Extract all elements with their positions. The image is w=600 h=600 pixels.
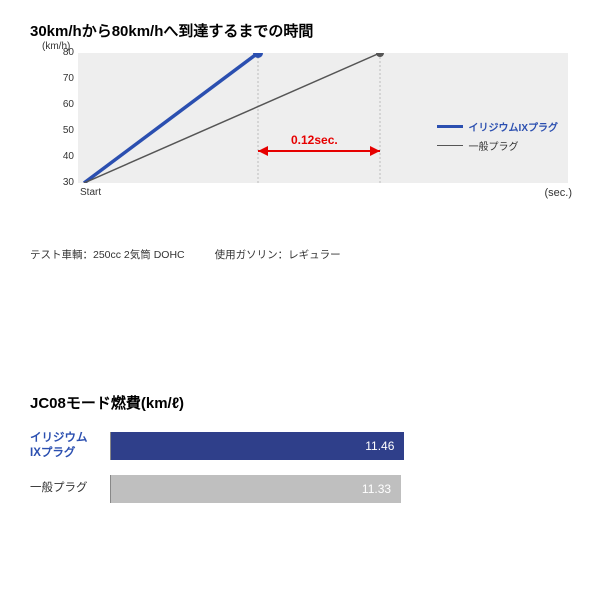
bar-row: 一般プラグ11.33 [30, 475, 570, 503]
bar-label: 一般プラグ [30, 481, 110, 496]
start-label: Start [80, 187, 101, 198]
legend-item: イリジウムIXプラグ [437, 119, 558, 134]
y-tick: 50 [50, 125, 74, 136]
footnote-item: 使用ガソリン：レギュラー [215, 249, 341, 261]
bar-row: イリジウムIXプラグ11.46 [30, 431, 570, 461]
gap-annotation: 0.12sec. [291, 133, 338, 147]
bar-track: 11.33 [110, 475, 430, 503]
footnote-item: テスト車輌：250cc 2気筒 DOHC [30, 249, 185, 261]
bar: 11.33 [111, 475, 401, 503]
y-tick: 80 [50, 47, 74, 58]
bar-label: イリジウムIXプラグ [30, 431, 110, 461]
legend-label: 一般プラグ [469, 138, 519, 153]
chart1-svg [78, 53, 568, 183]
bar: 11.46 [111, 432, 404, 460]
chart1-title: 30km/hから80km/hへ到達するまでの時間 [30, 20, 570, 41]
legend-item: 一般プラグ [437, 138, 558, 153]
chart2-title: JC08モード燃費(km/ℓ) [30, 392, 570, 413]
chart1-legend: イリジウムIXプラグ一般プラグ [437, 119, 558, 157]
legend-label: イリジウムIXプラグ [469, 119, 558, 134]
y-tick: 30 [50, 177, 74, 188]
chart1-footnote: テスト車輌：250cc 2気筒 DOHC 使用ガソリン：レギュラー [30, 247, 570, 262]
y-tick: 60 [50, 99, 74, 110]
chart2-container: イリジウムIXプラグ11.46 一般プラグ11.33 [30, 431, 570, 503]
y-tick: 40 [50, 151, 74, 162]
x-axis-label: (sec.) [545, 187, 573, 199]
legend-swatch [437, 145, 463, 146]
chart1-container: (km/h) 304050607080 0.12sec. イリジウムIXプラグ一… [30, 53, 570, 223]
legend-swatch [437, 125, 463, 128]
bar-track: 11.46 [110, 432, 430, 460]
y-tick: 70 [50, 73, 74, 84]
chart1-plot-area: 0.12sec. イリジウムIXプラグ一般プラグ [78, 53, 568, 183]
